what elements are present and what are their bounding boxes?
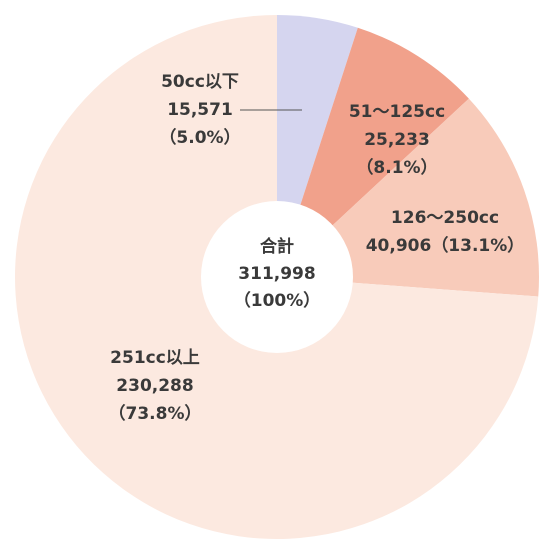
- slice-percent: （5.0%）: [159, 127, 240, 148]
- slice-percent: （73.8%）: [109, 403, 202, 424]
- center-title: 合計: [260, 236, 294, 257]
- pie-slice: [277, 27, 469, 277]
- slice-value-line: 40,906（13.1%）: [366, 235, 525, 256]
- slice-name: 251cc以上: [110, 348, 200, 368]
- slice-name: 50cc以下: [161, 72, 239, 92]
- slice-name: 51～125cc: [349, 102, 445, 122]
- labels: 50cc以下 15,571 （5.0%） 51～125cc 25,233 （8.1%） 12…: [109, 72, 525, 424]
- slice-value: 40,906: [366, 236, 432, 256]
- donut-hole: [201, 201, 353, 353]
- center-percent: （100%）: [234, 290, 321, 311]
- slice-name: 126～250cc: [391, 208, 499, 228]
- slice-value: 230,288: [116, 376, 193, 396]
- slice-percent: （13.1%）: [431, 235, 524, 256]
- slice-percent: （8.1%）: [356, 157, 437, 178]
- center-total: 311,998: [238, 264, 315, 284]
- slice-value: 25,233: [364, 130, 430, 150]
- slice-value: 15,571: [167, 100, 233, 120]
